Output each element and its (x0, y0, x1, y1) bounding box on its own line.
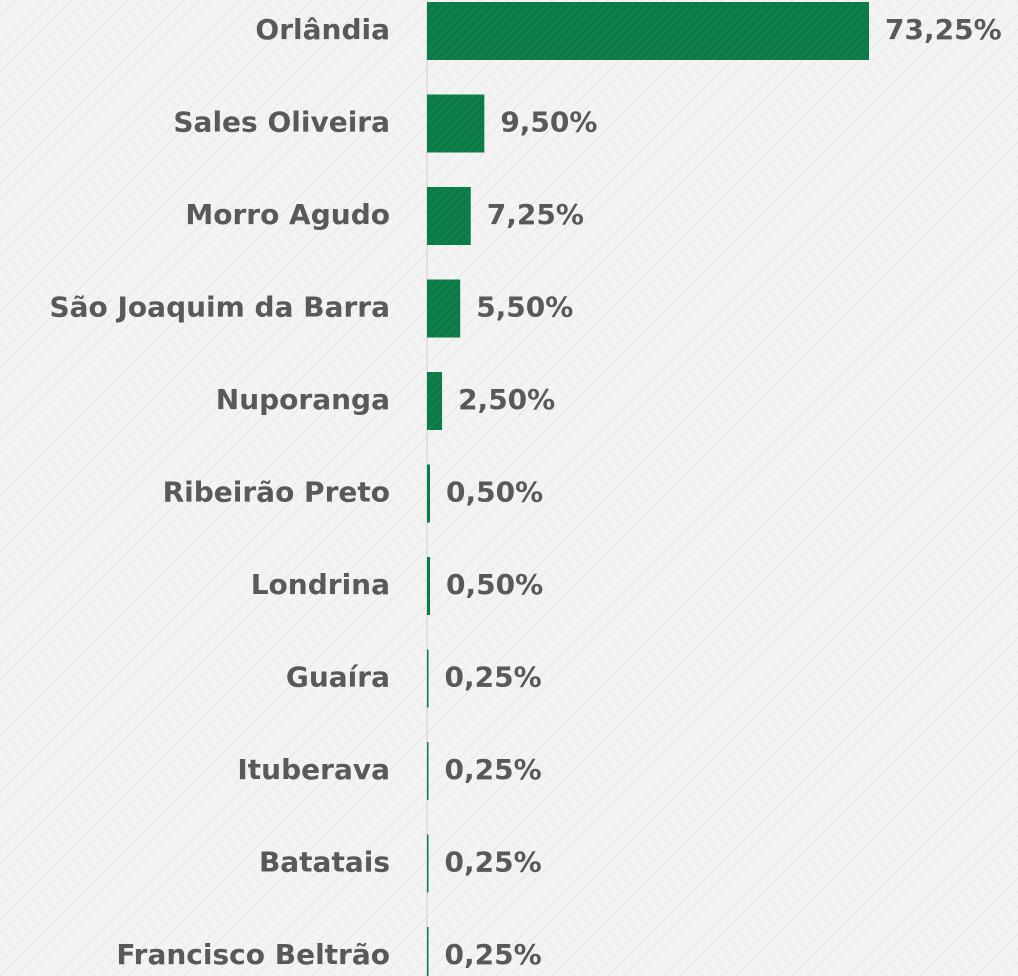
bar (427, 834, 429, 893)
bar (427, 742, 429, 800)
value-label: 7,25% (487, 198, 584, 231)
category-label: Francisco Beltrão (116, 938, 390, 971)
category-label: Guaíra (286, 661, 390, 694)
category-label: Ribeirão Preto (163, 476, 390, 509)
value-label: 73,25% (885, 13, 1002, 46)
value-label: 0,50% (446, 476, 543, 509)
bar (427, 187, 471, 245)
category-label: Londrina (251, 568, 390, 601)
category-label: Nuporanga (216, 383, 390, 416)
category-label: Orlândia (255, 13, 390, 46)
value-label: 0,25% (445, 661, 542, 694)
value-label: 9,50% (500, 106, 597, 139)
bar (427, 2, 869, 60)
value-label: 0,25% (445, 846, 542, 879)
category-label: Batatais (259, 846, 390, 879)
value-label: 0,25% (445, 753, 542, 786)
bar (427, 279, 461, 338)
category-label: Ituberava (237, 753, 390, 786)
bar (427, 649, 429, 708)
value-label: 5,50% (476, 291, 573, 324)
value-label: 2,50% (458, 383, 555, 416)
category-label: São Joaquim da Barra (49, 291, 390, 324)
value-label: 0,25% (445, 938, 542, 971)
bar (427, 464, 431, 523)
bar (427, 372, 443, 430)
value-label: 0,50% (446, 568, 543, 601)
bar (427, 557, 431, 615)
bar (427, 927, 429, 976)
bar (427, 94, 485, 153)
category-label: Sales Oliveira (173, 106, 390, 139)
category-label: Morro Agudo (185, 198, 390, 231)
